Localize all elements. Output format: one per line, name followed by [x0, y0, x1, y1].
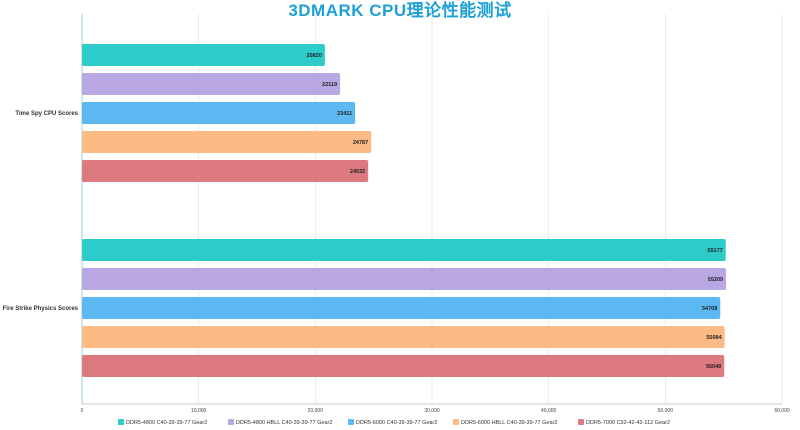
bar[interactable]: [82, 73, 341, 95]
legend-swatch: [118, 419, 124, 425]
bar[interactable]: [82, 102, 356, 124]
legend-label: DDR5-6000 HBLL C40-39-39-77 Gear2: [461, 420, 557, 426]
bar[interactable]: [82, 268, 727, 290]
legend-label: DDR5-6000 C40-39-39-77 Gear2: [356, 420, 437, 426]
bar[interactable]: [82, 239, 726, 261]
data-label: 55049: [706, 364, 721, 370]
x-tick-label: 60,000: [774, 408, 790, 414]
bar[interactable]: [82, 131, 372, 153]
bar[interactable]: [82, 355, 725, 377]
chart-title: 3DMARK CPU理论性能测试: [288, 1, 512, 20]
legend-swatch: [578, 419, 584, 425]
x-tick-label: 0: [81, 408, 84, 414]
legend-swatch: [228, 419, 234, 425]
data-label: 23411: [337, 111, 352, 117]
legend-swatch: [348, 419, 354, 425]
data-label: 20820: [307, 53, 322, 59]
data-label: 55084: [706, 335, 722, 341]
x-tick-label: 30,000: [424, 408, 440, 414]
legend-label: DDR5-4800 HBLL C40-39-39-77 Gear2: [236, 420, 332, 426]
data-label: 55209: [708, 277, 723, 283]
bar[interactable]: [82, 44, 325, 66]
data-label: 55177: [707, 248, 722, 254]
bar[interactable]: [82, 160, 369, 182]
x-tick-label: 40,000: [541, 408, 557, 414]
legend-label: DDR5-4800 C40-39-39-77 Gear2: [126, 420, 207, 426]
bar[interactable]: [82, 297, 721, 319]
category-label: Time Spy CPU Scores: [15, 111, 78, 117]
x-tick-label: 20,000: [308, 408, 324, 414]
x-tick-label: 50,000: [658, 408, 674, 414]
category-label: Fire Strike Physics Scores: [3, 306, 79, 312]
x-tick-label: 10,000: [191, 408, 207, 414]
legend-swatch: [453, 419, 459, 425]
data-label: 24787: [353, 140, 368, 146]
data-label: 54708: [702, 306, 717, 312]
data-label: 22119: [322, 82, 337, 88]
bar[interactable]: [82, 326, 725, 348]
legend-label: DDR5-7000 C32-42-42-112 Gear2: [586, 420, 670, 426]
data-label: 24532: [350, 169, 365, 175]
